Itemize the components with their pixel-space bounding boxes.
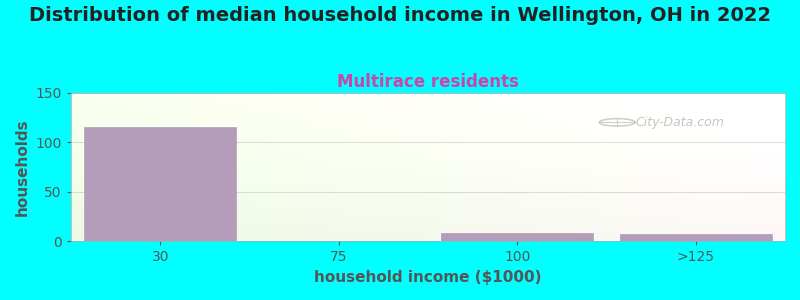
Bar — [620, 235, 772, 242]
Text: Distribution of median household income in Wellington, OH in 2022: Distribution of median household income … — [29, 6, 771, 25]
Title: Multirace residents: Multirace residents — [337, 73, 519, 91]
Bar — [442, 233, 593, 242]
Bar — [84, 127, 236, 242]
X-axis label: household income ($1000): household income ($1000) — [314, 270, 542, 285]
Y-axis label: households: households — [15, 118, 30, 216]
Text: City-Data.com: City-Data.com — [635, 116, 724, 129]
